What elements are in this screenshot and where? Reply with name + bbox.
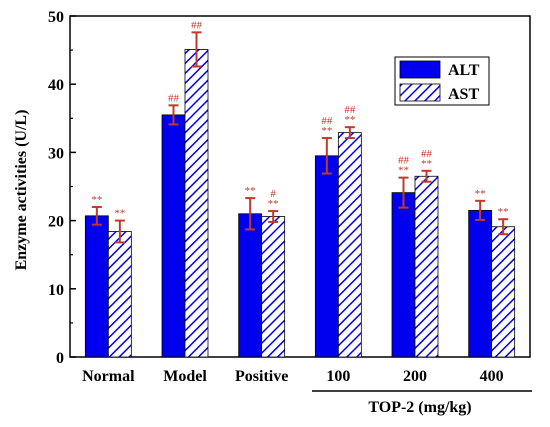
bar-ast-2 (261, 216, 286, 358)
significance-mark: ** (321, 125, 332, 137)
x-tick-label: Model (163, 368, 207, 385)
bar-alt-3 (314, 155, 339, 358)
legend: ALT AST (394, 56, 490, 106)
significance-mark: ## (321, 115, 333, 127)
bar-alt-0 (84, 215, 109, 358)
significance-mark: ** (475, 188, 486, 200)
x-tick-label: 100 (326, 368, 350, 385)
bar-ast-5 (491, 226, 516, 358)
x-tick-label: 200 (403, 368, 427, 385)
significance-mark: ** (498, 206, 509, 218)
significance-mark: ** (398, 165, 409, 177)
significance-mark: ** (421, 158, 432, 170)
x-tick-label: Positive (235, 368, 288, 385)
bar-ast-0 (107, 231, 132, 358)
y-tick-label: 20 (48, 214, 64, 231)
bar-alt-2 (238, 213, 263, 358)
legend-label-ast: AST (448, 86, 479, 103)
bar-ast-4 (414, 175, 439, 358)
significance-mark: ## (168, 92, 180, 104)
y-tick-label: 30 (48, 145, 64, 162)
legend-swatch-alt (399, 60, 441, 79)
significance-mark: ** (268, 198, 279, 210)
y-tick-label: 10 (48, 282, 64, 299)
y-axis-title: Enzyme activities (U/L) (13, 110, 30, 271)
legend-swatch-ast (399, 83, 441, 102)
bar-alt-1 (161, 114, 186, 358)
bar-alt-4 (391, 192, 416, 358)
bar-alt-5 (468, 209, 493, 358)
plot-area: 01020304050****Normal####Model****#Posit… (48, 9, 531, 385)
legend-label-alt: ALT (448, 62, 480, 79)
significance-mark: ** (344, 114, 355, 126)
significance-mark: ## (344, 104, 356, 116)
significance-mark: ** (91, 194, 102, 206)
significance-mark: ## (191, 19, 203, 31)
bar-ast-3 (337, 132, 362, 358)
significance-mark: ** (114, 208, 125, 220)
group-label: TOP-2 (mg/kg) (368, 399, 471, 416)
significance-mark: ## (398, 155, 410, 167)
y-tick-label: 0 (56, 350, 64, 367)
significance-mark: # (270, 188, 276, 200)
y-tick-label: 40 (48, 77, 64, 94)
bar-ast-1 (184, 49, 209, 358)
x-tick-label: 400 (480, 368, 504, 385)
y-tick-label: 50 (48, 9, 64, 26)
significance-mark: ** (245, 185, 256, 197)
significance-mark: ## (421, 148, 433, 160)
x-tick-label: Normal (82, 368, 135, 385)
